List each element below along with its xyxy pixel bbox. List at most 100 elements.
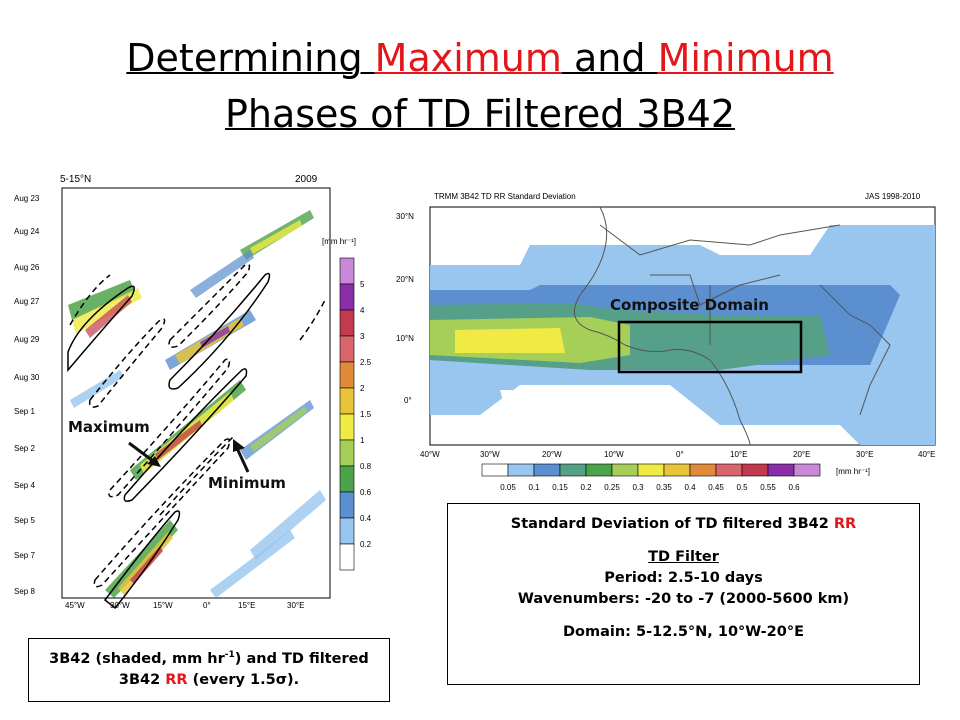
colorbar-unit: [mm hr⁻¹] xyxy=(322,237,356,246)
hovmoller-figure: 5-15°N 2009 xyxy=(10,170,340,610)
std-colorbar-label: 0.4 xyxy=(684,483,696,492)
std-colorbar-swatch xyxy=(533,463,561,477)
std-colorbar-label: 0.6 xyxy=(788,483,800,492)
lon-label: 10°E xyxy=(730,450,747,459)
composite-domain-box xyxy=(617,320,803,374)
hovmoller-plot: 5-15°N 2009 xyxy=(14,174,331,610)
caption-left-rr: RR xyxy=(165,671,188,688)
composite-domain-text: Domain: 5-12.5°N, 10°W-20°E xyxy=(563,624,804,640)
colorbar-swatch xyxy=(339,361,355,389)
y-label: Aug 23 xyxy=(14,194,40,203)
colorbar-swatch xyxy=(339,257,355,285)
colorbar-label: 1.5 xyxy=(360,410,372,419)
colorbar-swatch xyxy=(339,465,355,493)
colorbar-label: 0.6 xyxy=(360,488,372,497)
td-filter-period: Period: 2.5-10 days xyxy=(604,570,763,586)
y-label: Sep 5 xyxy=(14,516,35,525)
hovmoller-header-left: 5-15°N xyxy=(60,174,91,185)
caption-left-text: (every 1.5σ). xyxy=(187,671,300,688)
std-map: TRMM 3B42 TD RR Standard Deviation JAS 1… xyxy=(396,192,936,459)
title-part2: and xyxy=(561,36,658,80)
colorbar-swatch xyxy=(339,387,355,415)
y-label: Sep 4 xyxy=(14,481,35,490)
std-colorbar-unit: [mm hr⁻¹] xyxy=(836,467,870,476)
caption-left-text: 3B42 (shaded, mm hr xyxy=(49,650,225,667)
colorbar-swatch xyxy=(339,283,355,311)
colorbar-labels: 5 4 3 2.5 2 1.5 1 0.8 0.6 0.4 0.2 xyxy=(360,280,372,549)
composite-domain-label: Composite Domain xyxy=(610,296,769,314)
caption-right-text: Standard Deviation of TD filtered 3B42 xyxy=(510,516,834,532)
x-label: 45°W xyxy=(65,601,85,610)
colorbar-swatch xyxy=(339,491,355,519)
std-colorbar-label: 0.3 xyxy=(632,483,644,492)
hovmoller-contours xyxy=(67,263,326,610)
colorbar-label: 2 xyxy=(360,384,365,393)
std-colorbar-swatch xyxy=(637,463,665,477)
std-colorbar-swatch xyxy=(793,463,821,477)
y-label: Aug 27 xyxy=(14,297,40,306)
colorbar-label: 1 xyxy=(360,436,365,445)
std-colorbar-label: 0.55 xyxy=(760,483,776,492)
slide-title: Determining Maximum and Minimum Phases o… xyxy=(0,30,960,142)
y-label: Aug 30 xyxy=(14,373,40,382)
std-colorbar-label: 0.15 xyxy=(552,483,568,492)
lon-label: 0° xyxy=(676,450,684,459)
left-caption-box: 3B42 (shaded, mm hr-1) and TD filtered 3… xyxy=(28,638,390,702)
std-colorbar-label: 0.2 xyxy=(580,483,592,492)
colorbar-swatch xyxy=(339,309,355,337)
caption-left-text: 3B42 xyxy=(118,671,166,688)
x-label: 0° xyxy=(203,601,211,610)
std-colorbar-label: 0.45 xyxy=(708,483,724,492)
hovmoller-colorbar: [mm hr⁻¹] 5 4 3 2.5 2 1.5 1 0.8 0.6 0.4 0.2 xyxy=(322,237,372,571)
x-label: 30°W xyxy=(110,601,130,610)
std-colorbar-swatch xyxy=(741,463,769,477)
minimum-arrow-icon xyxy=(233,439,250,473)
std-map-figure: TRMM 3B42 TD RR Standard Deviation JAS 1… xyxy=(390,185,950,490)
lat-label: 10°N xyxy=(396,334,414,343)
map-header-left: TRMM 3B42 TD RR Standard Deviation xyxy=(434,192,576,201)
std-colorbar-swatch xyxy=(689,463,717,477)
colorbar-label: 0.4 xyxy=(360,514,372,523)
lon-label: 10°W xyxy=(604,450,624,459)
colorbar-label: 0.2 xyxy=(360,540,372,549)
maximum-annotation: Maximum xyxy=(68,418,150,436)
lon-label: 40°E xyxy=(918,450,935,459)
colorbar-label: 4 xyxy=(360,306,365,315)
colorbar-label: 0.8 xyxy=(360,462,372,471)
title-line2: Phases of TD Filtered 3B42 xyxy=(224,92,736,136)
std-colorbar-swatch xyxy=(663,463,691,477)
x-label: 15°E xyxy=(238,601,255,610)
right-caption-box: Standard Deviation of TD filtered 3B42 R… xyxy=(447,503,920,685)
std-colorbar-swatch xyxy=(585,463,613,477)
hovmoller-shading xyxy=(68,210,326,598)
minimum-annotation: Minimum xyxy=(208,474,286,492)
std-colorbar-labels: 0.05 0.1 0.15 0.2 0.25 0.3 0.35 0.4 0.45 0.5 0.55 0… xyxy=(500,483,800,492)
lat-label: 30°N xyxy=(396,212,414,221)
lat-label: 0° xyxy=(404,396,412,405)
x-label: 30°E xyxy=(287,601,304,610)
td-filter-wavenumbers: Wavenumbers: -20 to -7 (2000-5600 km) xyxy=(517,591,850,607)
lon-label: 30°E xyxy=(856,450,873,459)
td-filter-heading: TD Filter xyxy=(648,549,719,565)
colorbar-swatch xyxy=(339,439,355,467)
std-colorbar-swatch xyxy=(611,463,639,477)
std-colorbar-swatches xyxy=(481,463,821,477)
colorbar-swatch xyxy=(339,517,355,545)
y-label: Sep 2 xyxy=(14,444,35,453)
hovmoller-x-axis: 45°W 30°W 15°W 0° 15°E 30°E xyxy=(65,601,304,610)
title-part1: Determining xyxy=(126,36,375,80)
std-colorbar-label: 0.5 xyxy=(736,483,748,492)
y-label: Aug 26 xyxy=(14,263,40,272)
hovmoller-y-axis: Aug 23 Aug 24 Aug 26 Aug 27 Aug 29 Aug 3… xyxy=(14,194,40,596)
y-label: Aug 24 xyxy=(14,227,40,236)
caption-right-rr: RR xyxy=(833,516,857,532)
maximum-arrow-icon xyxy=(128,441,161,467)
hovmoller-header-right: 2009 xyxy=(295,174,318,185)
lat-label: 20°N xyxy=(396,275,414,284)
lon-label: 40°W xyxy=(420,450,440,459)
caption-left-sup: -1 xyxy=(224,650,235,660)
y-label: Sep 1 xyxy=(14,407,35,416)
y-label: Aug 29 xyxy=(14,335,40,344)
colorbar-label: 5 xyxy=(360,280,365,289)
std-colorbar-label: 0.35 xyxy=(656,483,672,492)
